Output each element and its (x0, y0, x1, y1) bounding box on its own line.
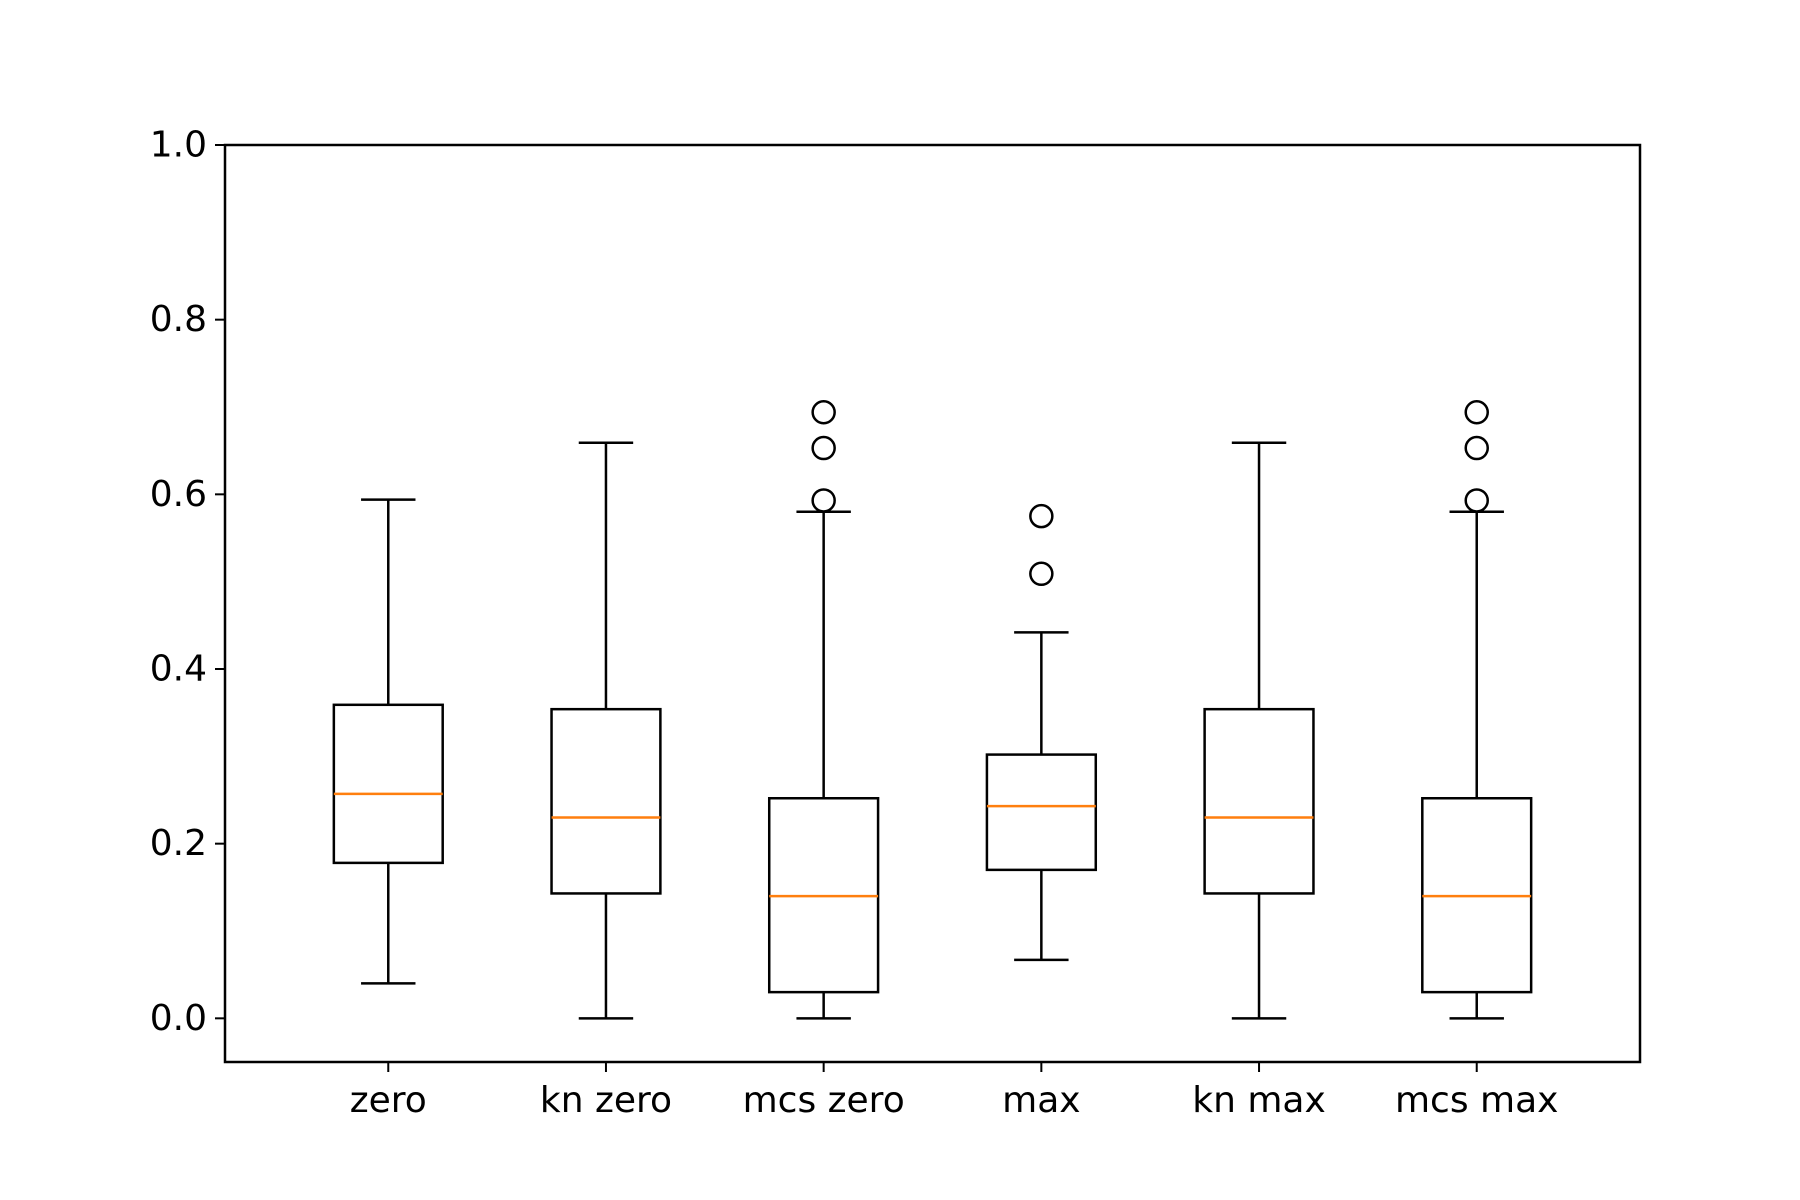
outlier-point (811, 399, 836, 425)
box-group (985, 503, 1098, 962)
outlier-point (811, 435, 836, 461)
x-tick-label: max (1002, 1080, 1080, 1121)
x-tick-label: kn max (1192, 1080, 1326, 1121)
outlier-point (1464, 435, 1489, 461)
x-tick-label: mcs zero (743, 1080, 905, 1121)
y-tick-label: 0.4 (150, 649, 207, 690)
y-tick-label: 1.0 (150, 125, 207, 166)
outlier-point (1029, 561, 1054, 587)
box-iqr (332, 703, 444, 865)
plot-area (332, 399, 1533, 1020)
box-iqr (1203, 707, 1315, 895)
y-axis: 0.0 0.2 0.4 0.6 0.8 1.0 (150, 125, 225, 1039)
box-iqr (550, 707, 662, 895)
x-tick-label: kn zero (540, 1080, 672, 1121)
y-tick-label: 0.2 (150, 823, 207, 864)
box-group (1421, 399, 1533, 1020)
y-tick-label: 0.0 (150, 998, 207, 1039)
outlier-point (1029, 503, 1054, 529)
box-group (332, 498, 444, 985)
box-group (1203, 441, 1315, 1020)
outlier-point (1464, 488, 1489, 513)
box-iqr (985, 753, 1098, 872)
x-tick-label: zero (350, 1080, 427, 1121)
outlier-point (1464, 399, 1489, 425)
y-tick-label: 0.6 (150, 474, 207, 515)
x-tick-label: mcs max (1395, 1080, 1559, 1121)
box-group (550, 441, 662, 1020)
y-tick-label: 0.8 (150, 299, 207, 340)
box-group (767, 399, 880, 1020)
x-axis: zero kn zero mcs zero max kn max mcs max (350, 1062, 1559, 1121)
outlier-point (811, 488, 836, 513)
axes-frame (223, 143, 1642, 1064)
